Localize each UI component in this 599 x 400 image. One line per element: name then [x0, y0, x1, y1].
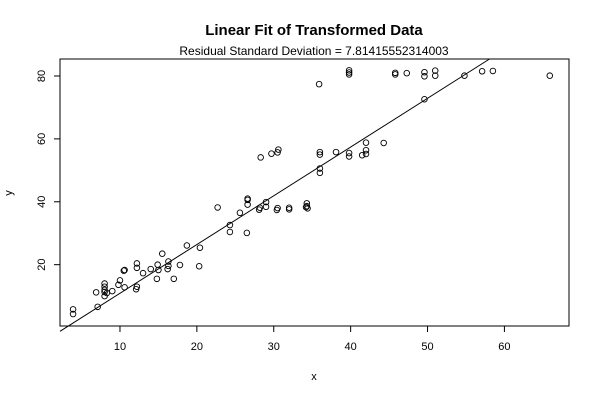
data-points — [69, 67, 554, 318]
data-point — [362, 139, 370, 146]
data-point — [345, 69, 353, 76]
data-point — [274, 204, 281, 212]
data-point — [133, 264, 141, 272]
data-point — [115, 281, 122, 289]
data-point — [345, 67, 353, 74]
data-point — [316, 165, 324, 172]
data-point — [302, 203, 310, 211]
data-point — [109, 287, 116, 295]
data-point — [332, 148, 340, 156]
data-point — [147, 265, 154, 273]
x-tick-label: 20 — [191, 341, 203, 353]
data-point — [461, 72, 468, 79]
data-point — [315, 80, 323, 88]
x-tick-label: 40 — [345, 341, 357, 353]
data-point — [285, 204, 293, 212]
data-point — [345, 153, 353, 160]
data-point — [226, 228, 234, 236]
data-point — [69, 306, 77, 313]
data-point — [214, 204, 221, 211]
data-point — [165, 262, 172, 270]
data-point — [316, 169, 324, 177]
data-point — [183, 242, 191, 249]
data-point — [133, 283, 141, 290]
data-point — [431, 67, 439, 74]
data-point — [116, 277, 124, 284]
data-point — [358, 151, 366, 159]
data-point — [244, 195, 251, 202]
data-point — [362, 150, 370, 158]
plot-frame — [59, 58, 570, 327]
data-point — [101, 283, 108, 290]
y-tick-label: 20 — [36, 259, 48, 271]
data-point — [256, 204, 264, 212]
x-axis: 10 20 30 40 50 60 — [114, 325, 511, 353]
data-point — [268, 150, 275, 157]
data-point — [243, 229, 251, 237]
y-axis-label: y — [3, 190, 15, 196]
data-point — [165, 258, 172, 265]
data-point — [275, 146, 282, 153]
data-point — [362, 146, 370, 154]
data-point — [236, 209, 244, 217]
data-point — [154, 261, 161, 268]
data-point — [421, 68, 428, 76]
data-point — [121, 284, 128, 291]
x-tick-label: 30 — [268, 341, 280, 353]
data-point — [226, 221, 234, 229]
y-tick-label: 40 — [36, 196, 48, 208]
data-point — [121, 266, 128, 274]
data-point — [478, 68, 486, 75]
data-point — [133, 260, 141, 267]
y-tick-label: 80 — [36, 70, 48, 82]
data-point — [69, 310, 77, 318]
data-point — [421, 96, 428, 103]
x-tick-label: 50 — [421, 341, 433, 353]
y-axis: 20 40 60 80 — [36, 70, 61, 271]
data-point — [431, 72, 439, 79]
data-point — [120, 267, 128, 274]
data-point — [489, 67, 497, 75]
data-point — [155, 266, 162, 274]
chart-subtitle: Residual Standard Deviation = 7.81415552… — [179, 44, 449, 58]
x-tick-label: 10 — [114, 341, 126, 353]
data-point — [274, 149, 281, 156]
x-axis-label: x — [311, 371, 317, 383]
data-point — [391, 69, 399, 77]
data-point — [159, 250, 166, 257]
data-point — [403, 69, 411, 77]
regression-line — [59, 58, 490, 332]
data-point — [345, 149, 353, 157]
chart-title: Linear Fit of Transformed Data — [205, 22, 423, 39]
data-point — [139, 269, 147, 277]
data-point — [316, 148, 324, 156]
data-point — [195, 262, 203, 270]
data-point — [176, 261, 184, 269]
data-point — [345, 71, 353, 78]
data-point — [164, 265, 171, 273]
data-point — [421, 73, 428, 80]
data-point — [546, 72, 554, 79]
data-point — [262, 198, 270, 206]
data-point — [262, 203, 270, 211]
y-tick-label: 60 — [36, 133, 48, 145]
data-point — [94, 303, 101, 311]
data-point — [170, 275, 178, 283]
data-point — [196, 244, 204, 251]
x-tick-label: 60 — [498, 341, 510, 353]
data-point — [303, 200, 311, 207]
data-point — [316, 151, 324, 158]
data-point — [153, 275, 161, 283]
data-point — [101, 280, 108, 287]
data-point — [380, 139, 387, 147]
data-point — [92, 289, 100, 296]
data-point — [257, 154, 264, 161]
data-point — [304, 205, 311, 212]
